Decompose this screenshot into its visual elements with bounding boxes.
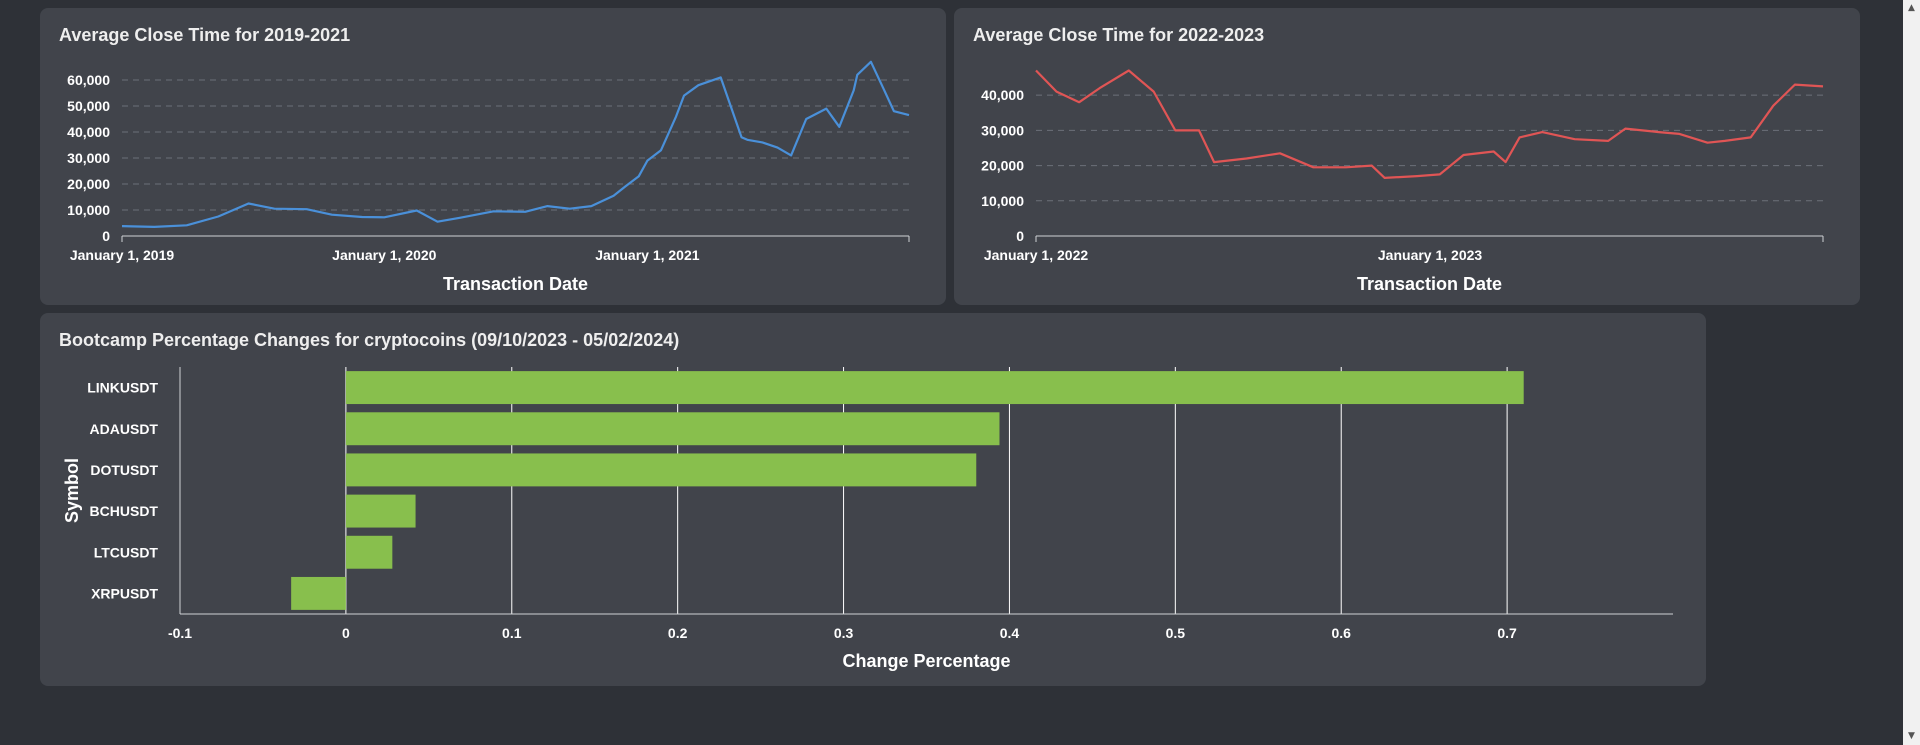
- y-axis-title: Symbol: [62, 458, 82, 523]
- bar-ltcusdt: [345, 535, 393, 569]
- scroll-down-arrow-icon[interactable]: ▼: [1908, 731, 1915, 741]
- chart-title: Average Close Time for 2019-2021: [59, 25, 351, 45]
- x-tick-label: January 1, 2023: [1378, 247, 1483, 263]
- chart-card-2019-2021: Average Close Time for 2019-2021 0 10,000…: [40, 8, 946, 305]
- y-tick-label: 60,000: [67, 72, 110, 88]
- x-tick-label: 0.6: [1331, 625, 1351, 641]
- x-axis-title: Transaction Date: [1357, 274, 1502, 294]
- x-tick-label: January 1, 2022: [984, 247, 1089, 263]
- y-tick-label: 30,000: [981, 122, 1024, 138]
- y-tick-label: 0: [102, 228, 110, 244]
- y-tick-label: 40,000: [981, 87, 1024, 103]
- scroll-up-arrow-icon[interactable]: ▲: [1908, 3, 1915, 13]
- chart-card-2022-2023: Average Close Time for 2022-2023 0 10,000…: [954, 8, 1860, 305]
- y-tick-label: 20,000: [981, 158, 1024, 174]
- x-axis-title: Transaction Date: [443, 274, 588, 294]
- y-tick-label: LTCUSDT: [94, 544, 159, 560]
- y-tick-label: 0: [1016, 228, 1024, 244]
- bar-adausdt: [345, 412, 1000, 446]
- chart-title: Bootcamp Percentage Changes for cryptoco…: [59, 330, 680, 350]
- y-tick-label: XRPUSDT: [91, 585, 158, 601]
- x-tick-label: 0.7: [1497, 625, 1517, 641]
- bar-dotusdt: [345, 453, 977, 487]
- x-tick-label: 0.1: [502, 625, 522, 641]
- bar-chart-percentage-changes: -0.1 0 0.1 0.2 0.3 0.4 0.5 0.6 0.7 LINKUSDT ADAUSD…: [62, 367, 1673, 671]
- y-tick-label: 10,000: [67, 202, 110, 218]
- line-chart-2019-2021: 0 10,000 20,000 30,000 40,000 50,000 60,000 Jan…: [67, 60, 910, 294]
- x-tick-label: 0.2: [668, 625, 688, 641]
- series-line: [1035, 69, 1824, 179]
- y-tick-label: 50,000: [67, 98, 110, 114]
- x-tick-label: 0.3: [834, 625, 854, 641]
- y-tick-label: 40,000: [67, 124, 110, 140]
- x-tick-label: 0.4: [1000, 625, 1020, 641]
- x-tick-label: January 1, 2019: [70, 247, 175, 263]
- y-tick-label: DOTUSDT: [90, 462, 158, 478]
- y-tick-label: 30,000: [67, 150, 110, 166]
- x-tick-label: -0.1: [168, 625, 192, 641]
- x-axis-title: Change Percentage: [842, 651, 1010, 671]
- x-tick-label: 0.5: [1166, 625, 1186, 641]
- y-tick-label: ADAUSDT: [90, 421, 159, 437]
- y-tick-label: 20,000: [67, 176, 110, 192]
- y-tick-label: LINKUSDT: [87, 380, 158, 396]
- y-tick-label: 10,000: [981, 193, 1024, 209]
- x-tick-label: January 1, 2020: [332, 247, 437, 263]
- chart-card-percentage-changes: Bootcamp Percentage Changes for cryptoco…: [40, 313, 1706, 686]
- series-line: [121, 60, 910, 228]
- bar-linkusdt: [345, 371, 1524, 405]
- bar-xrpusdt: [291, 576, 346, 610]
- bar-bchusdt: [345, 494, 416, 528]
- chart-title: Average Close Time for 2022-2023: [973, 25, 1265, 45]
- vertical-scrollbar[interactable]: ▲ ▼: [1903, 0, 1920, 745]
- x-tick-label: 0: [342, 625, 350, 641]
- x-tick-label: January 1, 2021: [595, 247, 700, 263]
- line-chart-2022-2023: 0 10,000 20,000 30,000 40,000 January 1, 2022…: [981, 69, 1824, 294]
- y-tick-label: BCHUSDT: [90, 503, 159, 519]
